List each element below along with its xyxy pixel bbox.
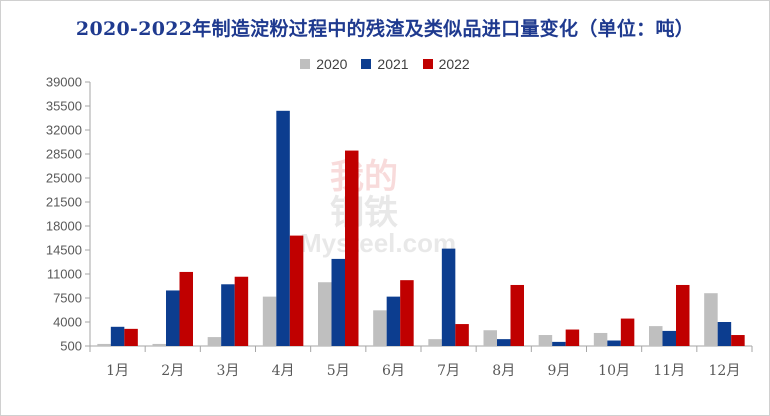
y-tick-label: 21500: [46, 195, 82, 210]
bar-2021-1月: [110, 326, 125, 346]
bar-2022-4月: [289, 235, 304, 346]
bar-2021-8月: [497, 339, 511, 346]
legend-item-2021: 2021: [361, 56, 409, 72]
x-category-label: 1月: [106, 363, 129, 379]
y-tick-label: 28500: [46, 147, 82, 162]
bar-2021-11月: [662, 330, 676, 346]
legend-label-2021: 2021: [377, 56, 409, 72]
legend-swatch-2021: [361, 59, 372, 69]
y-tick-label: 25000: [46, 171, 82, 186]
legend-swatch-2022: [422, 59, 433, 69]
chart-legend: 2020 2021 2022: [0, 56, 770, 72]
bar-2020-1月: [97, 343, 111, 346]
legend-label-2022: 2022: [438, 56, 470, 72]
bar-2020-3月: [207, 337, 222, 346]
bar-2022-5月: [345, 150, 359, 346]
y-tick-label: 35500: [46, 99, 82, 114]
bars: [97, 110, 745, 346]
bar-2021-7月: [441, 248, 456, 346]
bar-2021-12月: [717, 322, 732, 346]
bar-2020-10月: [593, 332, 608, 346]
legend-label-2020: 2020: [316, 56, 348, 72]
legend-item-2020: 2020: [300, 56, 347, 72]
bar-2022-11月: [676, 284, 690, 346]
x-category-label: 4月: [272, 363, 295, 379]
bar-2022-9月: [565, 329, 580, 346]
legend-swatch-2020: [300, 59, 311, 69]
watermark-line2: 钢铁: [330, 194, 398, 232]
bar-2021-6月: [386, 296, 401, 346]
y-tick-label: 14500: [46, 243, 82, 258]
bar-2020-5月: [318, 282, 332, 346]
bar-2022-2月: [179, 271, 193, 346]
x-category-label: 6月: [382, 363, 405, 379]
x-category-label: 7月: [437, 363, 460, 379]
bar-2021-4月: [276, 110, 290, 346]
bar-2022-8月: [510, 284, 524, 346]
x-category-label: 12月: [709, 363, 741, 379]
bar-2021-9月: [552, 341, 566, 346]
x-category-label: 3月: [216, 363, 239, 379]
legend-item-2022: 2022: [422, 56, 470, 72]
bar-2020-4月: [262, 296, 277, 346]
bar-2020-9月: [538, 335, 553, 346]
x-category-label: 11月: [653, 363, 685, 379]
chart-title: 2020-2022年制造淀粉过程中的残渣及类似品进口量变化（单位：吨）: [75, 18, 695, 40]
bar-2021-3月: [221, 284, 235, 346]
x-category-label: 2月: [161, 363, 184, 379]
bar-2022-1月: [124, 328, 138, 346]
y-tick-label: 39000: [46, 75, 82, 90]
bar-2022-12月: [731, 335, 745, 346]
axes: [85, 81, 753, 352]
bar-2022-3月: [234, 276, 249, 346]
y-tick-label: 500: [60, 339, 82, 354]
y-tick-label: 11000: [47, 267, 82, 282]
watermark-brand: Mysteel.com: [300, 228, 456, 258]
bar-2022-6月: [400, 280, 414, 346]
y-tick-label: 18000: [46, 219, 82, 234]
y-tick-label: 32000: [46, 123, 82, 138]
mysteel-watermark: 我的 钢铁 Mysteel.com: [300, 158, 456, 258]
bar-2020-12月: [704, 293, 718, 346]
bar-2020-2月: [152, 343, 166, 346]
bar-2022-7月: [455, 324, 469, 346]
bar-2020-8月: [483, 330, 497, 346]
bar-2022-10月: [620, 318, 635, 346]
x-category-label: 5月: [327, 363, 350, 379]
bar-2020-11月: [649, 326, 663, 346]
y-tick-label: 4000: [53, 315, 82, 330]
watermark-line1: 我的: [330, 158, 398, 196]
bar-2020-7月: [428, 339, 442, 346]
y-tick-label: 7500: [53, 291, 82, 306]
bar-2021-5月: [331, 258, 345, 346]
axis-labels: 500 4000 7500 11000 14500 18000 21500 25000 2850…: [46, 75, 740, 380]
bar-2021-2月: [166, 290, 180, 346]
x-category-label: 10月: [598, 363, 630, 379]
bar-2020-6月: [373, 310, 387, 346]
x-category-label: 9月: [547, 363, 570, 379]
x-category-label: 8月: [492, 363, 515, 379]
bar-2021-10月: [607, 340, 621, 346]
